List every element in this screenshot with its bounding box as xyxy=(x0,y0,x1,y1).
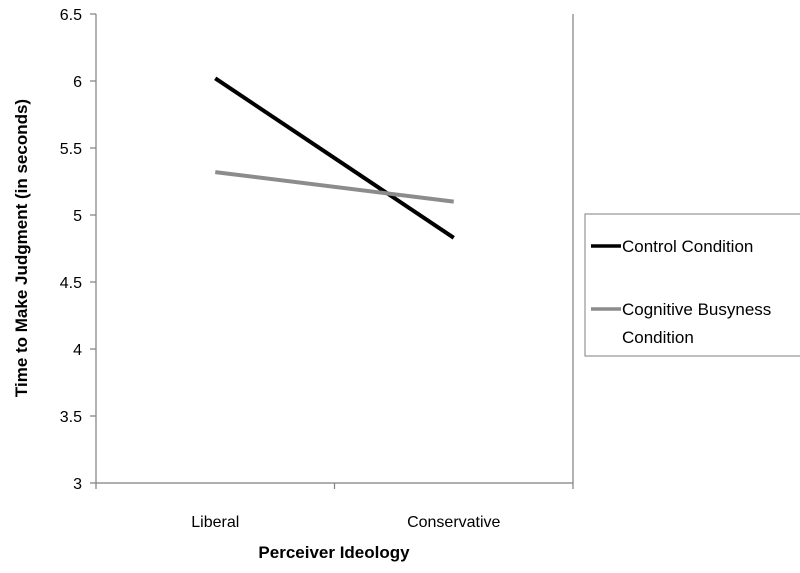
y-tick-label: 4 xyxy=(73,342,82,359)
y-tick-label: 4.5 xyxy=(60,275,82,292)
legend: Control Condition Cognitive Busyness Con… xyxy=(584,213,800,357)
y-tick-label: 6 xyxy=(73,74,82,91)
x-tick-label: Conservative xyxy=(407,514,500,531)
y-axis-title: Time to Make Judgment (in seconds) xyxy=(12,99,31,397)
y-tick-label: 6.5 xyxy=(60,7,82,24)
x-tick-label: Liberal xyxy=(191,514,239,531)
series-line-cognitive-busyness xyxy=(215,170,454,204)
y-axis-ticks: 3 3.5 4 4.5 5 5.5 6 6.5 xyxy=(60,7,96,493)
series-line-control xyxy=(214,76,455,240)
series-lines xyxy=(214,76,455,240)
y-tick-label: 3.5 xyxy=(60,409,82,426)
y-tick-label: 5.5 xyxy=(60,141,82,158)
x-axis-title: Perceiver Ideology xyxy=(258,543,410,562)
y-tick-label: 3 xyxy=(73,476,82,493)
y-tick-label: 5 xyxy=(73,208,82,225)
legend-label-cognitive-busyness: Cognitive Busyness Condition xyxy=(622,300,776,347)
legend-label-cognitive-busyness-line-1: Cognitive Busyness xyxy=(622,300,771,319)
x-axis-ticks: Liberal Conservative xyxy=(95,483,574,531)
legend-box xyxy=(584,213,800,357)
legend-label-cognitive-busyness-line-2: Condition xyxy=(622,328,694,347)
legend-label-control: Control Condition xyxy=(622,237,753,256)
